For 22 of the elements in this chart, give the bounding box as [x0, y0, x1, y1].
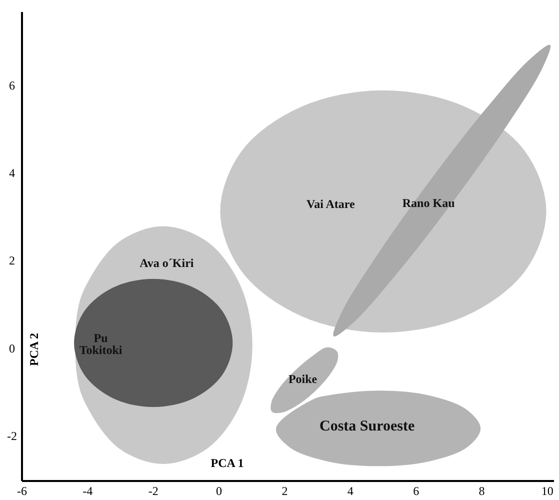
- x-tick-label: 10: [541, 484, 554, 498]
- series-label: Poike: [288, 372, 318, 386]
- x-tick-label: 6: [413, 484, 420, 498]
- x-axis-title: PCA 1: [210, 456, 244, 470]
- y-tick-label: 4: [9, 166, 15, 180]
- x-tick-label: 2: [282, 484, 288, 498]
- y-tick-label: -2: [7, 428, 17, 443]
- x-tick-label: 4: [347, 484, 354, 498]
- x-tick-label: 8: [478, 484, 485, 498]
- y-tick-label: 0: [9, 341, 15, 356]
- x-tick-label: -4: [82, 484, 93, 498]
- series-label: Vai Atare: [306, 196, 356, 211]
- x-tick-label: -6: [17, 484, 27, 498]
- y-tick-label: 6: [9, 78, 15, 92]
- y-tick-label: 2: [9, 254, 15, 268]
- series-label: Rano Kau: [402, 196, 456, 210]
- series-label: Costa Suroeste: [319, 419, 415, 436]
- y-axis-title: PCA 2: [27, 333, 41, 366]
- series-label: Ava o´Kiri: [140, 256, 194, 270]
- x-tick-label: 0: [216, 484, 222, 498]
- series-label: Pu Tokitoki: [79, 330, 123, 357]
- x-tick-label: -2: [148, 484, 158, 498]
